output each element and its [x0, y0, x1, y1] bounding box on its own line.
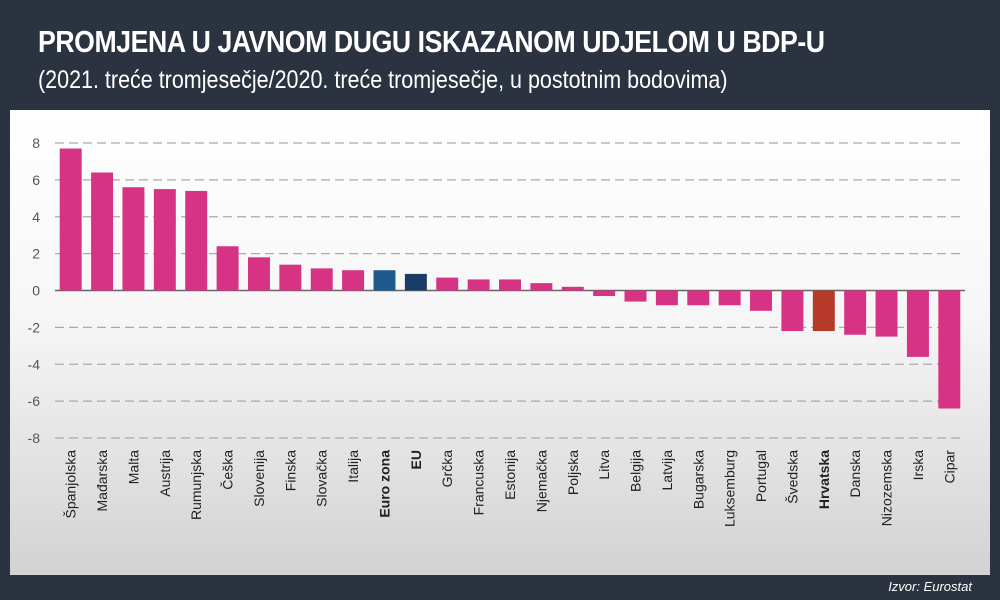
bar — [499, 279, 521, 291]
chart-title: PROMJENA U JAVNOM DUGU ISKAZANOM UDJELOM… — [38, 24, 825, 59]
x-category-label: Mađarska — [94, 450, 110, 512]
bar — [436, 277, 459, 291]
x-category-label: Nizozemska — [879, 450, 895, 526]
x-category-label: Slovačka — [314, 450, 330, 507]
bar — [216, 246, 239, 291]
x-category-label: Portugal — [753, 450, 769, 502]
x-category-label: Latvija — [659, 450, 675, 491]
bar — [404, 273, 427, 291]
x-category-label: Slovenija — [251, 450, 267, 507]
x-category-label: Cipar — [941, 450, 957, 484]
bar — [812, 290, 835, 332]
bar — [185, 190, 208, 291]
bar — [624, 290, 647, 302]
bar — [530, 283, 553, 291]
bar — [310, 268, 333, 291]
y-tick-label: 0 — [32, 283, 40, 299]
x-category-label: Belgija — [628, 450, 644, 492]
x-category-label: Irska — [910, 450, 926, 481]
x-category-label: Njemačka — [533, 450, 549, 512]
y-tick-label: -8 — [28, 430, 41, 446]
y-tick-label: 8 — [32, 135, 40, 151]
bar — [655, 290, 678, 306]
y-tick-label: 4 — [32, 209, 40, 225]
y-tick-label: -6 — [28, 393, 41, 409]
bar — [153, 189, 176, 291]
bar — [938, 290, 961, 409]
footer: Izvor: Eurostat — [0, 575, 1000, 600]
x-category-label: Luksemburg — [722, 450, 738, 527]
bar — [718, 290, 741, 306]
bar — [875, 290, 898, 337]
bar — [781, 290, 804, 332]
y-tick-label: 6 — [32, 172, 40, 188]
x-category-label: Danska — [847, 450, 863, 498]
bar — [750, 290, 773, 311]
source-note: Izvor: Eurostat — [888, 579, 972, 594]
x-category-label: Rumunjska — [188, 450, 204, 520]
bar — [687, 290, 710, 306]
x-category-label: Francuska — [471, 450, 487, 516]
x-category-label: Finska — [282, 450, 298, 491]
chart-panel: 8 6 4 2 0 -2 -4 -6 -8 Španjolska Mađarska Malta Aust… — [10, 110, 990, 575]
bar — [342, 270, 365, 291]
x-category-label: Euro zona — [376, 450, 392, 518]
x-category-label: Austrija — [157, 450, 173, 497]
y-tick-label: 2 — [32, 246, 40, 262]
header: PROMJENA U JAVNOM DUGU ISKAZANOM UDJELOM… — [0, 0, 1000, 108]
bar — [467, 279, 490, 291]
x-category-label: Malta — [125, 450, 141, 484]
bar — [247, 257, 270, 291]
chart-subtitle: (2021. treće tromjesečje/2020. treće tro… — [38, 66, 728, 94]
bar — [561, 286, 584, 291]
x-category-label: Bugarska — [690, 450, 706, 509]
bar — [279, 264, 302, 291]
x-category-label: Švedska — [784, 450, 800, 504]
x-category-label: Poljska — [565, 450, 581, 495]
x-category-label: Italija — [345, 450, 361, 483]
bar — [59, 148, 82, 291]
bar — [593, 290, 616, 297]
x-category-label: Litva — [596, 450, 612, 480]
bar — [906, 290, 929, 357]
bar — [122, 187, 145, 291]
x-category-label: Španjolska — [63, 450, 79, 519]
x-category-label: Hrvatska — [816, 450, 832, 509]
x-category-label: EU — [408, 450, 424, 469]
y-tick-label: -2 — [28, 319, 41, 335]
x-category-label: Češka — [220, 450, 236, 490]
bar — [844, 290, 867, 335]
bar — [91, 172, 114, 291]
bar — [373, 270, 396, 291]
y-tick-label: -4 — [28, 356, 41, 372]
x-category-label: Estonija — [502, 450, 518, 500]
bar-chart: 8 6 4 2 0 -2 -4 -6 -8 Španjolska Mađarska Malta Aust… — [28, 135, 965, 527]
x-category-label: Grčka — [439, 450, 455, 488]
